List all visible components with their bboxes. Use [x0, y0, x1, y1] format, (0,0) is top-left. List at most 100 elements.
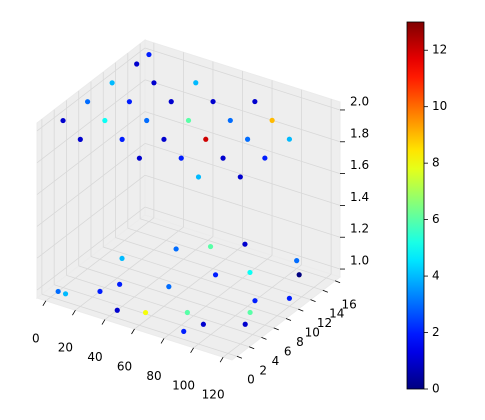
point [195, 174, 202, 180]
point [252, 98, 258, 105]
grid-line [103, 246, 299, 310]
grid-line [144, 206, 341, 270]
point [237, 174, 243, 180]
tick-mark [285, 318, 292, 321]
colorbar-tick-label: 4 [432, 269, 440, 283]
point [252, 298, 258, 304]
grid-line [36, 111, 146, 195]
point [77, 136, 83, 142]
point [178, 155, 184, 161]
grid-line [144, 143, 341, 206]
grid-line [78, 265, 274, 329]
tick-mark [190, 347, 194, 353]
y-tick-label: 16 [341, 297, 356, 311]
tick-mark [334, 280, 341, 284]
point [146, 51, 152, 58]
x-tick-label: 60 [117, 360, 132, 374]
point [210, 98, 216, 105]
point [114, 307, 120, 313]
x-tick-label: 80 [146, 369, 161, 383]
point [244, 136, 251, 142]
tick-mark [249, 346, 255, 350]
point [212, 272, 219, 278]
point [134, 61, 140, 67]
grid-line [144, 47, 341, 111]
point [200, 321, 206, 327]
point [84, 99, 91, 105]
point [144, 117, 150, 124]
tick-mark [160, 338, 165, 344]
point [242, 241, 248, 247]
point [151, 80, 157, 86]
tick-mark [273, 327, 279, 331]
grid-line [36, 143, 146, 227]
tick-mark [42, 300, 47, 307]
y-tick-label: 0 [247, 373, 255, 387]
point [97, 288, 103, 295]
tick-mark [101, 319, 106, 325]
grid-line [144, 174, 341, 238]
point [102, 117, 108, 124]
grid-line [139, 218, 336, 282]
tick-mark [236, 355, 243, 359]
tick-mark [322, 289, 328, 293]
y-tick-label: 4 [272, 354, 280, 368]
point [247, 309, 253, 316]
grid-line [36, 206, 146, 291]
point [296, 272, 302, 278]
colorbar-tick-label: 2 [432, 325, 440, 339]
point [117, 281, 123, 287]
colorbar-tick-label: 6 [432, 212, 440, 226]
grid-line [36, 79, 146, 164]
point [142, 309, 149, 316]
z-tick-label: 1.0 [350, 254, 369, 268]
point [119, 136, 125, 142]
z-tick-label: 2.0 [350, 94, 369, 108]
point [185, 117, 192, 124]
y-tick-label: 12 [317, 316, 332, 330]
point [242, 321, 248, 327]
grid-line [54, 284, 250, 348]
grid-line [127, 227, 323, 291]
point [55, 288, 61, 295]
grid-line [36, 47, 146, 132]
point [286, 295, 293, 301]
colorbar-tick-label: 8 [432, 156, 440, 170]
x-tick-label: 0 [32, 331, 40, 345]
x-tick-label: 120 [202, 388, 225, 402]
tick-mark [310, 299, 316, 303]
colorbar-tick-label: 0 [432, 382, 440, 396]
z-tick-label: 1.2 [350, 222, 369, 236]
point [193, 80, 199, 86]
point [227, 117, 233, 124]
y-tick-label: 6 [284, 344, 292, 358]
point [62, 291, 69, 297]
grid-line [90, 256, 287, 319]
point [173, 246, 179, 252]
point [119, 255, 125, 262]
x-tick-label: 40 [87, 350, 102, 364]
y-tick-label: 14 [329, 307, 344, 321]
grid-line [144, 111, 341, 174]
point [126, 99, 133, 105]
colorbar-tick-label: 12 [432, 43, 447, 57]
x-tick-label: 20 [58, 341, 73, 355]
y-tick-label: 2 [259, 363, 267, 377]
point [294, 258, 300, 264]
point [168, 99, 174, 105]
point [166, 284, 172, 290]
point [60, 117, 66, 124]
point [184, 309, 190, 316]
tick-mark [261, 336, 267, 340]
colorbar-tick-label: 10 [432, 99, 447, 113]
x-tick-label: 100 [172, 378, 195, 392]
point [203, 136, 209, 142]
point [109, 80, 115, 86]
z-tick-label: 1.4 [350, 190, 369, 204]
grid-line [66, 274, 262, 338]
point [181, 328, 187, 334]
grid-line [144, 79, 341, 143]
grid-line [41, 293, 238, 357]
y-tick-label: 10 [305, 326, 320, 340]
